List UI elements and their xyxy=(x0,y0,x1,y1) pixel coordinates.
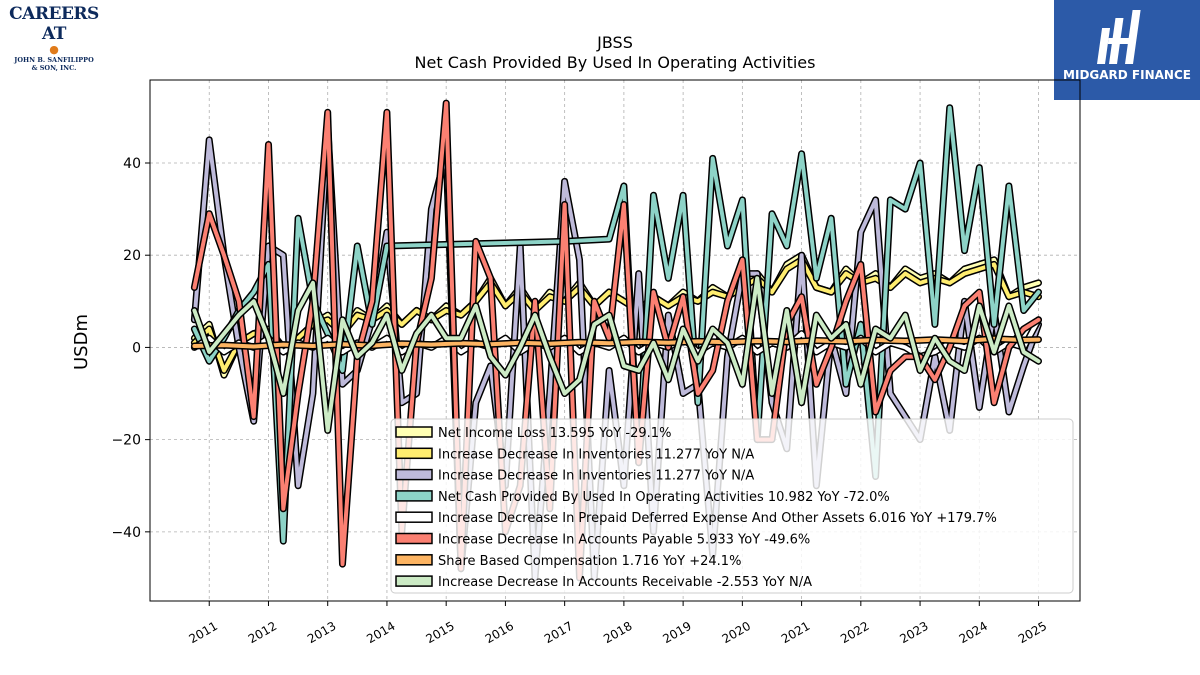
x-tick-label: 2018 xyxy=(601,619,634,646)
y-tick-label: 20 xyxy=(123,248,141,264)
chart-title: JBSS xyxy=(596,33,633,52)
legend-label: Increase Decrease In Accounts Receivable… xyxy=(438,575,812,590)
y-tick-label: 40 xyxy=(123,156,141,172)
y-tick-label: −40 xyxy=(111,525,141,541)
x-tick-label: 2021 xyxy=(779,619,812,646)
x-tick-label: 2025 xyxy=(1016,619,1049,646)
x-tick-label: 2012 xyxy=(246,619,279,646)
legend-label: Increase Decrease In Accounts Payable 5.… xyxy=(438,533,810,548)
y-axis-label: USDm xyxy=(71,314,92,370)
legend-label: Net Income Loss 13.595 YoY -29.1% xyxy=(438,426,671,441)
legend-label: Share Based Compensation 1.716 YoY +24.1… xyxy=(438,554,741,569)
midgard-logo-text: MIDGARD FINANCE xyxy=(1063,68,1191,82)
legend-swatch xyxy=(395,532,433,545)
legend-swatch xyxy=(395,511,433,523)
series-line-increase-decrease-in-accounts-receivable xyxy=(192,276,1041,433)
x-tick-label: 2019 xyxy=(660,619,693,646)
y-tick-label: −20 xyxy=(111,433,141,449)
legend-label: Increase Decrease In Inventories 11.277 … xyxy=(438,469,754,484)
x-tick-label: 2017 xyxy=(542,619,575,646)
legend-swatch xyxy=(395,447,433,460)
x-tick-label: 2013 xyxy=(305,619,338,646)
legend-label: Increase Decrease In Prepaid Deferred Ex… xyxy=(438,511,997,526)
legend-label: Net Cash Provided By Used In Operating A… xyxy=(438,490,890,505)
chart-subtitle: Net Cash Provided By Used In Operating A… xyxy=(415,53,816,72)
careers-logo-line2: JOHN B. SANFILIPPO xyxy=(14,56,94,64)
careers-logo: CAREERS AT ● JOHN B. SANFILIPPO & SON, I… xyxy=(4,4,104,74)
x-tick-label: 2014 xyxy=(364,619,397,646)
legend: Net Income Loss 13.595 YoY -29.1% Increas… xyxy=(390,418,1074,594)
careers-logo-line1: CAREERS AT xyxy=(9,4,99,44)
x-tick-label: 2015 xyxy=(423,619,456,646)
x-tick-label: 2022 xyxy=(838,619,871,646)
legend-swatch xyxy=(395,554,433,566)
plot-frame xyxy=(149,79,1081,602)
careers-logo-line3: & SON, INC. xyxy=(31,64,77,72)
x-tick-label: 2020 xyxy=(720,619,753,646)
legend-swatch xyxy=(395,490,433,502)
legend-box xyxy=(390,418,1074,594)
legend-swatch xyxy=(395,575,433,587)
x-tick-label: 2011 xyxy=(187,619,220,646)
x-tick-label: 2023 xyxy=(897,619,930,646)
series-line-increase-decrease-in-accounts-payable xyxy=(192,101,1041,580)
palm-tree-icon: ● xyxy=(49,43,59,56)
x-tick-label: 2016 xyxy=(483,619,516,646)
series-line-net-cash-provided-by-used-in-operating-activities xyxy=(192,105,1041,544)
midgard-emblem-icon xyxy=(1097,10,1141,64)
midgard-logo: MIDGARD FINANCE xyxy=(1054,0,1200,100)
x-tick-label: 2024 xyxy=(957,619,990,646)
legend-swatch xyxy=(395,468,433,481)
legend-swatch xyxy=(395,426,433,438)
legend-label: Increase Decrease In Inventories 11.277 … xyxy=(438,447,754,462)
y-tick-label: 0 xyxy=(132,340,141,356)
